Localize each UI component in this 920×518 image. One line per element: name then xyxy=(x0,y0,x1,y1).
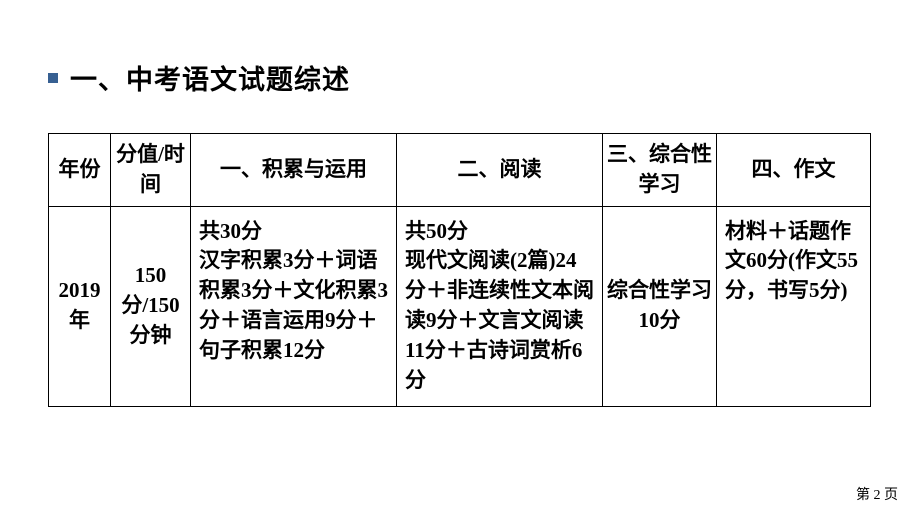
table-header-row: 年份 分值/时间 一、积累与运用 二、阅读 三、综合性学习 四、作文 xyxy=(49,134,871,207)
heading-bullet-icon xyxy=(48,73,58,83)
cell-year: 2019年 xyxy=(49,206,111,406)
table-row: 2019年 150分/150分钟 共30分汉字积累3分＋词语积累3分＋文化积累3… xyxy=(49,206,871,406)
cell-sec3: 综合性学习10分 xyxy=(603,206,717,406)
col-header-sec2: 二、阅读 xyxy=(397,134,603,207)
col-header-sec4: 四、作文 xyxy=(717,134,871,207)
col-header-score: 分值/时间 xyxy=(111,134,191,207)
cell-sec1: 共30分汉字积累3分＋词语积累3分＋文化积累3分＋语言运用9分＋句子积累12分 xyxy=(191,206,397,406)
exam-table: 年份 分值/时间 一、积累与运用 二、阅读 三、综合性学习 四、作文 2019年… xyxy=(48,133,871,407)
cell-sec4: 材料＋话题作文60分(作文55分，书写5分) xyxy=(717,206,871,406)
col-header-sec1: 一、积累与运用 xyxy=(191,134,397,207)
page-number: 第 2 页 xyxy=(856,484,898,504)
col-header-sec3: 三、综合性学习 xyxy=(603,134,717,207)
col-header-year: 年份 xyxy=(49,134,111,207)
cell-score: 150分/150分钟 xyxy=(111,206,191,406)
page-title: 一、中考语文试题综述 xyxy=(70,58,350,97)
heading-row: 一、中考语文试题综述 xyxy=(48,58,872,97)
cell-sec2: 共50分现代文阅读(2篇)24分＋非连续性文本阅读9分＋文言文阅读11分＋古诗词… xyxy=(397,206,603,406)
